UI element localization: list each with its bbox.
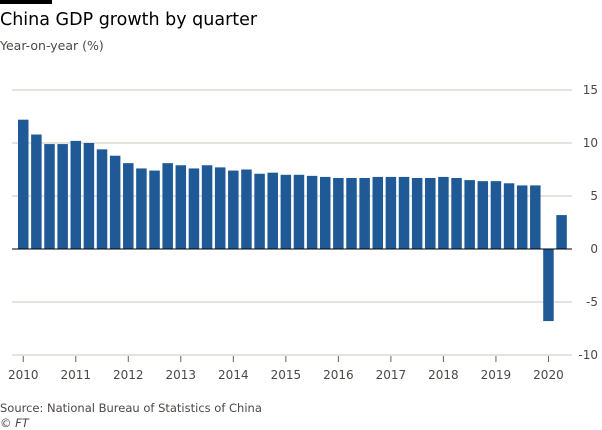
bar-2016-q3 [359,177,370,249]
chart-subtitle: Year-on-year (%) [0,38,104,53]
x-tick-label: 2010 [8,368,39,382]
bar-2018-q4 [477,181,489,249]
bar-2019-q4 [530,185,541,249]
bar-2016-q2 [346,177,357,249]
bar-2013-q3 [201,165,213,249]
bar-2015-q4 [319,176,331,249]
x-tick-label: 2018 [428,368,459,382]
x-tick-label: 2012 [113,368,144,382]
y-tick-label: -10 [578,348,598,362]
bar-2011-q4 [109,155,121,249]
bars [18,119,567,322]
bar-2020-q1 [543,249,554,322]
bar-2015-q3 [306,175,318,249]
bar-2010-q3 [44,144,55,249]
bar-2014-q4 [267,172,278,249]
bar-2014-q1 [228,170,239,249]
bar-2012-q4 [162,163,173,249]
top-accent-rule [0,0,52,4]
bar-2010-q4 [57,144,68,249]
y-tick-label: 10 [583,136,598,150]
x-tick-label: 2019 [481,368,512,382]
bar-2016-q1 [333,177,344,249]
chart-title: China GDP growth by quarter [0,10,258,30]
bar-2011-q1 [70,140,82,249]
bar-2019-q3 [516,185,528,249]
x-tick-label: 2017 [376,368,407,382]
x-tick-label: 2016 [323,368,354,382]
x-tick-labels: 2010 2011 2012 2013 2014 2015 2016 2017 2018 2019… [8,356,564,382]
bar-2015-q1 [280,174,292,249]
bar-2020-q2 [556,215,567,249]
y-tick-label: 0 [590,242,598,256]
bar-2012-q3 [149,170,160,249]
bar-2013-q2 [188,168,200,249]
bar-2017-q1 [385,176,397,249]
bar-2018-q2 [451,177,462,249]
y-tick-label: 5 [590,189,598,203]
x-tick-label: 2015 [271,368,302,382]
x-tick-label: 2011 [60,368,91,382]
y-tick-label: 15 [583,83,598,97]
x-tick-label: 2014 [218,368,249,382]
bar-2017-q2 [398,176,410,249]
bar-2017-q4 [425,177,436,249]
bar-2011-q2 [83,143,95,249]
bar-2012-q2 [136,168,147,249]
y-tick-label: -5 [586,295,598,309]
bar-2013-q1 [175,165,187,249]
bar-2018-q3 [464,180,475,249]
bar-2014-q2 [241,169,252,249]
bar-2019-q2 [503,183,515,249]
bar-2013-q4 [214,167,226,249]
bar-2012-q1 [123,163,134,249]
credit-note: © FT [0,416,29,430]
x-tick-label: 2020 [533,368,564,382]
bar-2010-q2 [31,134,42,249]
bar-2017-q3 [411,177,423,249]
bar-2015-q2 [293,174,305,249]
bar-2014-q3 [254,173,265,249]
x-tick-label: 2013 [166,368,197,382]
bar-2010-q1 [18,119,29,250]
y-tick-labels: 15 10 5 0 -5 -10 [578,83,598,362]
bar-2016-q4 [372,176,384,249]
bar-2019-q1 [490,181,502,249]
bar-2018-q1 [438,176,449,249]
source-note: Source: National Bureau of Statistics of… [0,401,262,415]
bar-2011-q3 [96,149,108,249]
